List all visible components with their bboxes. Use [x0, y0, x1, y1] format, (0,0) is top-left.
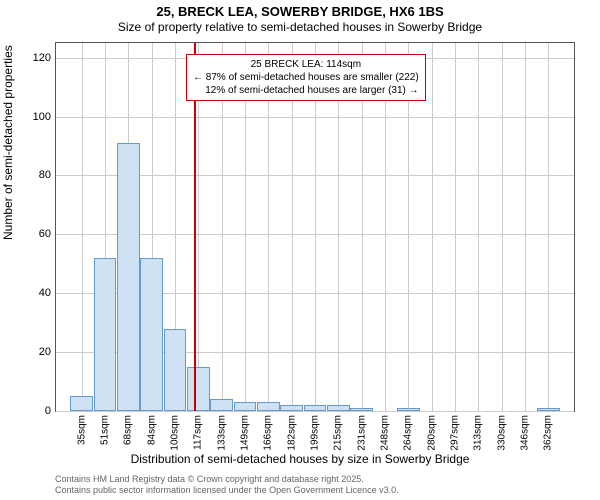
- xtick-label: 68sqm: [123, 415, 134, 445]
- annotation-box: 25 BRECK LEA: 114sqm← 87% of semi-detach…: [186, 54, 426, 101]
- ytick-label: 20: [39, 346, 51, 358]
- gridline-v: [525, 43, 526, 411]
- gridline-v: [432, 43, 433, 411]
- gridline-v: [548, 43, 549, 411]
- xtick-label: 231sqm: [356, 415, 367, 451]
- plot-area: 02040608010012035sqm51sqm68sqm84sqm100sq…: [55, 42, 575, 412]
- histogram-bar: [164, 329, 187, 411]
- histogram-bar: [210, 399, 233, 411]
- xtick-label: 182sqm: [286, 415, 297, 451]
- copyright-line-2: Contains public sector information licen…: [55, 485, 399, 495]
- ytick-label: 80: [39, 169, 51, 181]
- chart-subtitle: Size of property relative to semi-detach…: [0, 20, 600, 34]
- xtick-label: 330sqm: [496, 415, 507, 451]
- chart-title: 25, BRECK LEA, SOWERBY BRIDGE, HX6 1BS: [0, 4, 600, 19]
- ytick-label: 100: [33, 111, 51, 123]
- gridline-v: [455, 43, 456, 411]
- histogram-bar: [397, 408, 420, 411]
- xtick-label: 84sqm: [146, 415, 157, 445]
- xtick-label: 51sqm: [100, 415, 111, 445]
- xtick-label: 100sqm: [170, 415, 181, 451]
- y-axis-label: Number of semi-detached properties: [1, 45, 15, 240]
- xtick-label: 166sqm: [263, 415, 274, 451]
- xtick-label: 215sqm: [333, 415, 344, 451]
- annotation-line-2: ← 87% of semi-detached houses are smalle…: [193, 71, 419, 84]
- xtick-label: 117sqm: [193, 415, 204, 450]
- xtick-label: 346sqm: [520, 415, 531, 451]
- xtick-label: 199sqm: [310, 415, 321, 451]
- histogram-bar: [140, 258, 163, 411]
- histogram-bar: [327, 405, 350, 411]
- xtick-label: 297sqm: [450, 415, 461, 451]
- histogram-bar: [350, 408, 373, 411]
- histogram-bar: [94, 258, 117, 411]
- copyright-line-1: Contains HM Land Registry data © Crown c…: [55, 474, 364, 484]
- xtick-label: 313sqm: [473, 415, 484, 451]
- xtick-label: 133sqm: [216, 415, 227, 451]
- gridline-v: [82, 43, 83, 411]
- annotation-line-1: 25 BRECK LEA: 114sqm: [193, 58, 419, 71]
- histogram-bar: [117, 143, 140, 411]
- xtick-label: 149sqm: [240, 415, 251, 451]
- gridline-v: [478, 43, 479, 411]
- histogram-bar: [537, 408, 560, 411]
- gridline-v: [502, 43, 503, 411]
- ytick-label: 60: [39, 228, 51, 240]
- xtick-label: 248sqm: [380, 415, 391, 451]
- ytick-label: 40: [39, 287, 51, 299]
- histogram-bar: [234, 402, 257, 411]
- histogram-bar: [187, 367, 210, 411]
- xtick-label: 280sqm: [426, 415, 437, 451]
- chart-container: 25, BRECK LEA, SOWERBY BRIDGE, HX6 1BS S…: [0, 0, 600, 500]
- histogram-bar: [304, 405, 327, 411]
- histogram-bar: [257, 402, 280, 411]
- ytick-label: 0: [45, 405, 51, 417]
- annotation-line-3: 12% of semi-detached houses are larger (…: [193, 84, 419, 97]
- histogram-bar: [70, 396, 93, 411]
- gridline-h: [56, 411, 574, 412]
- ytick-label: 120: [33, 52, 51, 64]
- xtick-label: 362sqm: [543, 415, 554, 451]
- xtick-label: 35sqm: [76, 415, 87, 445]
- copyright-notice: Contains HM Land Registry data © Crown c…: [55, 474, 399, 497]
- histogram-bar: [280, 405, 303, 411]
- xtick-label: 264sqm: [403, 415, 414, 451]
- x-axis-label: Distribution of semi-detached houses by …: [0, 452, 600, 466]
